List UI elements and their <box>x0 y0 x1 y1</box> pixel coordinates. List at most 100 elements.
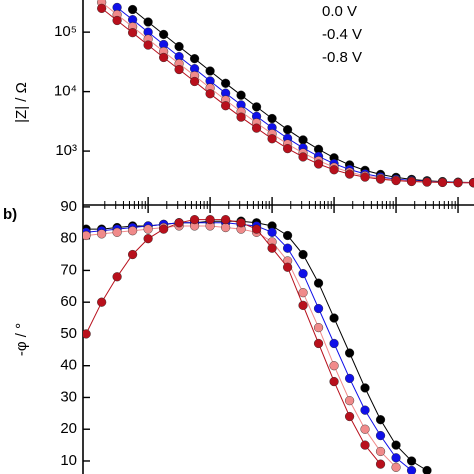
data-point <box>83 329 91 339</box>
data-point <box>329 376 339 387</box>
data-point <box>391 453 401 463</box>
y-tick-label: 10 <box>60 452 77 469</box>
y-tick-label: 40 <box>60 357 77 374</box>
y-tick-label: 70 <box>60 261 77 278</box>
data-point <box>329 313 339 323</box>
data-point <box>128 249 138 260</box>
data-point <box>143 17 153 27</box>
data-point <box>189 76 200 87</box>
data-point <box>298 288 308 298</box>
data-point <box>437 177 448 188</box>
plot-area <box>97 0 474 188</box>
data-point <box>143 40 153 50</box>
panel-label: b) <box>3 206 17 223</box>
data-point <box>236 112 246 122</box>
data-point <box>205 215 215 225</box>
data-point <box>344 396 355 406</box>
data-point <box>344 411 355 422</box>
data-point <box>360 405 370 415</box>
data-point <box>128 226 138 236</box>
y-tick-label: 30 <box>60 388 77 405</box>
data-point <box>406 176 417 187</box>
data-point <box>298 268 308 279</box>
data-point <box>313 338 324 349</box>
data-point <box>205 89 215 99</box>
data-point <box>283 243 293 253</box>
series-line <box>86 225 397 468</box>
data-point <box>298 135 308 145</box>
plot-area <box>83 215 432 474</box>
data-point <box>313 278 324 288</box>
y-tick-label: 60 <box>60 293 77 310</box>
data-point <box>159 29 169 40</box>
data-point <box>360 440 370 450</box>
data-point <box>313 303 324 314</box>
y-tick-label: 20 <box>60 420 77 437</box>
data-point <box>97 3 107 13</box>
data-point <box>97 297 107 307</box>
y-axis-label: -φ / ° <box>13 323 30 356</box>
data-point <box>298 300 308 310</box>
data-point <box>313 322 324 333</box>
data-point <box>375 174 386 184</box>
data-point <box>298 152 308 162</box>
legend-entry: -0.8 V <box>322 49 362 66</box>
data-point <box>221 215 231 225</box>
data-point <box>313 159 324 169</box>
data-point <box>221 222 231 233</box>
data-point <box>360 172 370 182</box>
data-point <box>283 230 293 241</box>
data-point <box>344 373 355 384</box>
series-line <box>116 7 474 184</box>
data-point <box>267 227 277 237</box>
y-tick-label: 10³ <box>55 142 77 159</box>
data-point <box>236 218 246 228</box>
data-point <box>422 465 432 474</box>
data-point <box>344 169 355 179</box>
legend-entry: -0.4 V <box>322 26 362 43</box>
data-point <box>189 215 200 225</box>
data-point <box>251 102 262 112</box>
data-point <box>468 178 474 188</box>
y-tick-label: 50 <box>60 325 77 342</box>
data-point <box>128 28 138 38</box>
data-point <box>375 446 386 457</box>
data-point <box>189 54 200 64</box>
data-point <box>267 134 277 144</box>
data-point <box>391 440 401 450</box>
y-tick-label: 10⁵ <box>54 23 77 40</box>
data-point <box>283 144 293 154</box>
data-point <box>143 234 153 244</box>
series-line <box>86 220 428 471</box>
data-point <box>205 66 215 76</box>
data-point <box>329 361 339 371</box>
data-point <box>360 424 370 434</box>
data-point <box>344 348 355 358</box>
data-point <box>159 224 169 234</box>
data-point <box>406 465 417 474</box>
y-tick-label: 90 <box>60 198 77 215</box>
data-point <box>391 175 401 186</box>
data-point <box>174 218 184 228</box>
data-point <box>128 4 138 15</box>
data-point <box>112 15 122 26</box>
data-point <box>375 459 386 469</box>
data-point <box>375 430 386 441</box>
data-point <box>422 177 432 187</box>
data-point <box>174 41 184 52</box>
data-point <box>112 272 122 282</box>
y-tick-label: 10⁴ <box>54 83 77 100</box>
data-point <box>174 64 184 75</box>
data-point <box>391 462 401 472</box>
series-line <box>86 222 412 471</box>
data-point <box>236 90 246 100</box>
data-point <box>453 178 463 188</box>
data-point <box>83 230 91 241</box>
data-point <box>329 338 339 349</box>
data-point <box>267 113 277 124</box>
y-axis-label: |Z| / Ω <box>13 82 30 123</box>
data-point <box>251 224 262 234</box>
data-point <box>221 101 231 111</box>
data-point <box>143 224 153 234</box>
data-point <box>97 229 107 239</box>
